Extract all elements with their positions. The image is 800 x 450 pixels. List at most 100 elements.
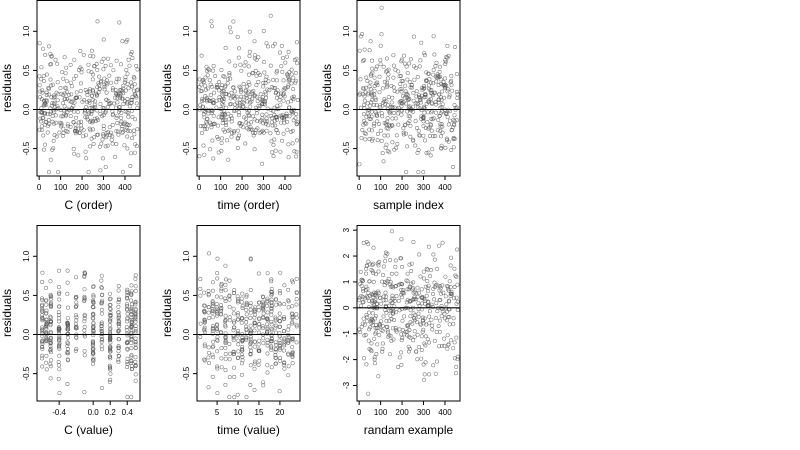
data-point <box>381 294 386 299</box>
data-point <box>237 110 242 115</box>
y-axis-label: residuals <box>0 64 14 112</box>
data-point <box>45 130 50 135</box>
data-point <box>378 58 383 63</box>
data-point <box>370 311 375 316</box>
data-point <box>202 290 207 295</box>
data-point <box>263 77 268 82</box>
data-point <box>439 105 444 110</box>
data-point <box>404 64 409 69</box>
data-point <box>61 126 66 131</box>
data-point <box>244 336 249 341</box>
data-point <box>103 63 108 68</box>
data-point <box>125 341 130 346</box>
data-point <box>198 286 203 291</box>
data-point <box>411 311 416 316</box>
data-point <box>207 350 212 355</box>
data-point <box>222 129 227 134</box>
data-point <box>451 346 456 351</box>
data-point <box>237 101 242 106</box>
data-point <box>125 101 130 106</box>
data-point <box>227 278 232 283</box>
data-point <box>282 363 287 368</box>
data-point <box>423 360 428 365</box>
data-point <box>239 88 244 93</box>
data-point <box>424 101 429 106</box>
data-point <box>290 312 295 317</box>
data-point <box>451 321 456 326</box>
data-point <box>57 297 62 302</box>
data-point <box>57 390 62 395</box>
data-point <box>385 330 390 335</box>
data-point <box>386 72 391 77</box>
data-point <box>374 103 379 108</box>
data-point <box>125 311 130 316</box>
data-point <box>114 92 119 97</box>
data-point <box>214 337 219 342</box>
data-point <box>106 98 111 103</box>
data-point <box>439 143 444 148</box>
x-tick-label: 400 <box>438 408 452 417</box>
data-point <box>411 104 416 109</box>
data-point <box>269 319 274 324</box>
data-point <box>437 64 442 69</box>
data-point <box>96 90 101 95</box>
data-point <box>49 54 54 59</box>
data-point <box>294 324 299 329</box>
data-point <box>90 357 95 362</box>
data-point <box>290 95 295 100</box>
data-point <box>265 340 270 345</box>
data-point <box>58 108 63 113</box>
data-point <box>107 297 112 302</box>
data-point <box>382 97 387 102</box>
data-point <box>265 343 270 348</box>
data-point <box>227 71 232 76</box>
data-point <box>403 131 408 136</box>
data-point <box>273 86 278 91</box>
data-point <box>375 325 380 330</box>
data-point <box>367 127 372 132</box>
data-point <box>277 338 282 343</box>
data-point <box>261 301 266 306</box>
data-point <box>76 120 81 125</box>
data-point <box>415 294 420 299</box>
data-point <box>42 103 47 108</box>
data-point <box>84 156 89 161</box>
data-point <box>414 349 419 354</box>
x-tick-label: 0 <box>197 183 202 192</box>
data-point <box>207 360 212 365</box>
data-point <box>400 327 405 332</box>
data-point <box>255 99 260 104</box>
data-point <box>219 283 224 288</box>
data-point <box>65 320 70 325</box>
data-point <box>99 320 104 325</box>
data-point <box>215 328 220 333</box>
data-point <box>399 57 404 62</box>
data-point <box>68 124 73 129</box>
y-axis-label: residuals <box>160 64 174 112</box>
data-point <box>367 327 372 332</box>
data-point <box>448 338 453 343</box>
data-point <box>99 385 104 390</box>
data-point <box>129 151 134 156</box>
data-point <box>219 305 224 310</box>
data-point <box>74 346 79 351</box>
y-tick-label: 1.0 <box>182 250 191 262</box>
data-point <box>48 348 53 353</box>
data-point <box>117 345 122 350</box>
data-point <box>408 308 413 313</box>
data-point <box>72 151 77 156</box>
data-point <box>98 168 103 173</box>
data-point <box>416 148 421 153</box>
data-point <box>430 327 435 332</box>
data-point <box>363 131 368 136</box>
data-point <box>242 95 247 100</box>
data-point <box>219 115 224 120</box>
data-point <box>264 74 269 79</box>
data-point <box>198 89 203 94</box>
data-point <box>409 261 414 266</box>
y-axis-label: residuals <box>0 289 14 337</box>
data-point <box>273 297 278 302</box>
data-point <box>64 65 69 70</box>
data-point <box>237 84 242 89</box>
data-point <box>132 132 137 137</box>
